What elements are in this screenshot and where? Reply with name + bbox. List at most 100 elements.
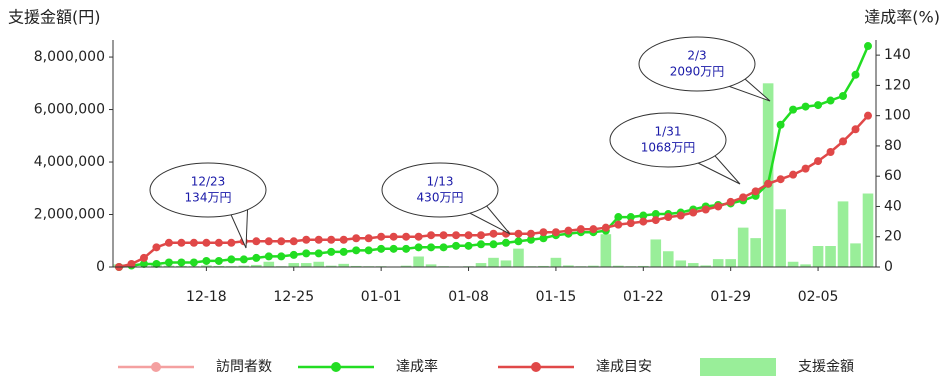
point <box>776 175 785 184</box>
point <box>477 240 486 249</box>
callout-amount: 430万円 <box>417 191 464 205</box>
callout-date: 1/13 <box>427 175 454 189</box>
callout-amount: 134万円 <box>185 191 232 205</box>
point <box>389 232 398 241</box>
point <box>302 249 311 258</box>
x-tick-label: 02-05 <box>798 289 839 305</box>
point <box>377 244 386 253</box>
bar <box>700 265 712 267</box>
point <box>714 202 723 211</box>
y2-axis-title: 達成率(%) <box>864 8 940 27</box>
point <box>352 234 361 243</box>
bar <box>488 257 499 267</box>
point <box>164 258 173 267</box>
point <box>402 232 411 241</box>
point <box>302 235 311 244</box>
point <box>152 259 161 268</box>
bar <box>613 265 624 267</box>
point <box>239 255 248 264</box>
point <box>789 105 798 114</box>
legend-swatch <box>151 362 161 372</box>
point <box>189 258 198 267</box>
bar <box>762 83 774 268</box>
point <box>289 237 298 246</box>
point <box>177 238 186 247</box>
bar <box>825 246 836 267</box>
point <box>839 137 848 146</box>
point <box>864 111 872 120</box>
bar <box>500 260 512 267</box>
point <box>164 238 173 247</box>
point <box>327 235 336 244</box>
bar <box>862 193 874 267</box>
point <box>452 241 461 250</box>
bar <box>201 265 212 267</box>
point <box>564 226 573 235</box>
point <box>851 125 860 134</box>
x-tick-label: 12-18 <box>186 289 227 305</box>
point <box>189 238 198 247</box>
point <box>214 238 223 247</box>
point <box>639 211 648 220</box>
point <box>414 243 423 252</box>
callout-cover <box>688 147 707 157</box>
point <box>526 235 535 244</box>
y2-tick-label: 80 <box>884 138 902 154</box>
x-tick-label: 01-15 <box>536 289 577 305</box>
y-tick-label: 8,000,000 <box>34 49 105 65</box>
callout-cover <box>228 197 247 207</box>
bar <box>251 264 262 267</box>
point <box>264 252 273 261</box>
y2-tick-label: 40 <box>884 198 902 214</box>
point <box>814 101 823 110</box>
callout-date: 1/31 <box>655 125 682 139</box>
bar <box>650 239 662 267</box>
point <box>764 179 773 188</box>
point <box>352 246 361 255</box>
bar <box>425 264 437 267</box>
bar <box>737 227 749 267</box>
bar <box>325 265 337 267</box>
point <box>639 217 648 226</box>
callout-date: 2/3 <box>687 49 706 63</box>
point <box>177 258 186 267</box>
bar <box>213 265 225 267</box>
point <box>127 259 136 268</box>
bar <box>687 263 699 267</box>
point <box>227 238 236 247</box>
y2-tick-label: 0 <box>884 259 893 275</box>
point <box>689 208 698 217</box>
bar <box>750 238 761 267</box>
point <box>701 205 710 214</box>
callout-bubble <box>381 162 499 218</box>
bar <box>600 234 612 267</box>
bar <box>550 257 562 267</box>
callout-amount: 1068万円 <box>641 141 696 155</box>
point <box>227 255 236 264</box>
y-tick-label: 6,000,000 <box>34 102 105 118</box>
point <box>339 247 348 256</box>
point <box>277 252 286 261</box>
x-tick-label: 12-25 <box>273 289 314 305</box>
bar <box>475 263 487 267</box>
point <box>576 225 585 234</box>
point <box>551 228 560 237</box>
point <box>327 247 336 256</box>
point <box>377 232 386 241</box>
point <box>726 197 735 206</box>
point <box>651 210 660 219</box>
point <box>427 243 436 252</box>
point <box>489 240 498 249</box>
y2-tick-label: 140 <box>884 47 911 63</box>
point <box>601 223 610 232</box>
y2-tick-label: 60 <box>884 168 902 184</box>
point <box>539 228 548 237</box>
callout-date: 12/23 <box>191 175 226 189</box>
x-tick-label: 01-22 <box>623 289 664 305</box>
point <box>789 170 798 179</box>
bar <box>775 209 786 267</box>
point <box>452 231 461 240</box>
legend-label: 達成目安 <box>596 359 652 375</box>
point <box>626 213 635 222</box>
